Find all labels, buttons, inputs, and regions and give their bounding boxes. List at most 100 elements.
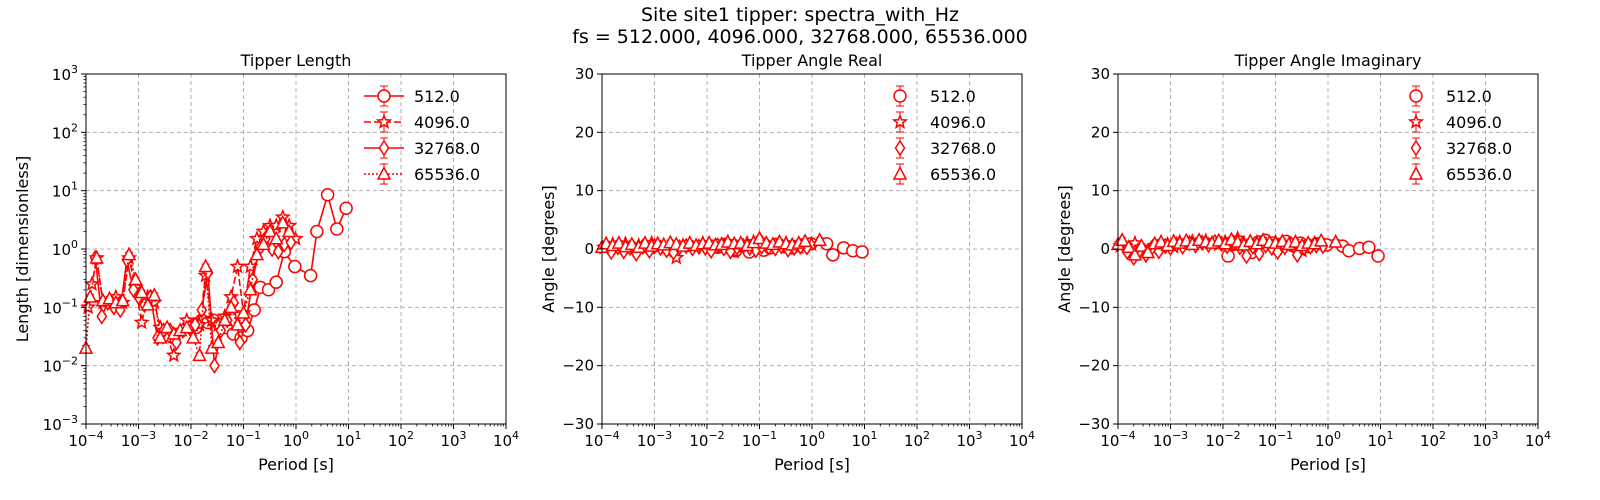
data-point [153, 329, 168, 344]
data-point [1241, 247, 1252, 265]
chart-panel-1: 10−4 10−3 10−2 10−1 100 101 102 103 10410−310−21… [13, 51, 519, 474]
legend-marker [1408, 165, 1424, 180]
data-point [797, 233, 813, 248]
data-point [234, 334, 246, 351]
legend-item-512.0: 512.0 [364, 85, 460, 107]
legend-item-32768.0: 32768.0 [1410, 137, 1512, 159]
x-tick-label: 100 [1315, 429, 1341, 450]
series-65536.0 [78, 214, 297, 362]
data-point [115, 292, 130, 307]
legend-item-65536.0: 65536.0 [364, 163, 480, 185]
chart-title: Tipper Angle Real [741, 51, 883, 70]
data-point [128, 271, 143, 286]
legend-label: 32768.0 [930, 139, 996, 158]
y-tick-label: −10 [1078, 298, 1110, 316]
series-65536.0 [594, 230, 827, 253]
x-tick-label: 10−3 [637, 429, 672, 450]
x-tick-label: 10−3 [1153, 429, 1188, 450]
data-point [80, 298, 97, 315]
x-tick-label: 102 [904, 429, 930, 450]
data-point [189, 316, 201, 334]
series-line [85, 221, 290, 356]
legend: 512.0 4096.0 32768.0 65536.0 [364, 85, 480, 185]
data-point [242, 257, 259, 274]
data-point [611, 235, 627, 249]
y-tick-label: 10−3 [43, 413, 78, 434]
data-point [1328, 233, 1343, 248]
data-point [192, 347, 207, 362]
legend-marker [891, 113, 909, 129]
data-point [159, 319, 175, 334]
data-point [102, 290, 117, 305]
data-point [217, 312, 233, 327]
legend-label: 32768.0 [414, 139, 480, 158]
legend-label: 65536.0 [930, 165, 996, 184]
data-point [179, 319, 194, 334]
legend-marker [893, 89, 907, 103]
plot-area [594, 230, 869, 265]
data-point [1342, 244, 1356, 258]
y-tick-label: 10−1 [43, 296, 78, 317]
legend-marker [378, 139, 390, 157]
x-axis-label: Period [s] [774, 455, 850, 474]
data-point [303, 268, 318, 283]
x-tick-label: 103 [1472, 429, 1498, 450]
data-point [121, 246, 137, 261]
x-tick-label: 10−4 [1100, 429, 1135, 450]
y-tick-label: 10 [575, 182, 594, 200]
data-point [268, 230, 284, 245]
legend-item-32768.0: 32768.0 [894, 137, 996, 159]
data-point [185, 329, 201, 344]
legend-item-65536.0: 65536.0 [892, 163, 996, 185]
y-tick-label: 10−2 [43, 355, 78, 376]
data-point [1114, 232, 1130, 246]
data-point [133, 313, 150, 330]
y-tick-label: 101 [52, 180, 78, 201]
plot-area [78, 188, 353, 375]
legend-label: 65536.0 [1446, 165, 1512, 184]
y-tick-label: 103 [52, 63, 78, 84]
y-axis-label: Angle [degrees] [539, 185, 558, 313]
x-tick-label: 10−2 [173, 429, 208, 450]
x-tick-label: 103 [956, 429, 982, 450]
chart-panel-3: 10−4 10−3 10−2 10−1 100 101 102 103 104−30−20−10… [1055, 51, 1551, 474]
x-tick-label: 10−4 [584, 429, 619, 450]
y-tick-label: −30 [1078, 415, 1110, 433]
data-point [230, 316, 245, 331]
x-axis-label: Period [s] [1290, 455, 1366, 474]
x-tick-label: 100 [283, 429, 309, 450]
legend-item-512.0: 512.0 [893, 85, 976, 107]
data-point [229, 257, 246, 274]
data-point [209, 357, 220, 375]
chart-panel-2: 10−4 10−3 10−2 10−1 100 101 102 103 104−30−20−10… [539, 51, 1035, 474]
data-point [147, 287, 162, 302]
legend-item-4096.0: 4096.0 [891, 111, 986, 133]
data-point [812, 232, 827, 246]
data-point [1371, 249, 1385, 263]
data-point [165, 346, 182, 363]
y-tick-label: 30 [575, 65, 594, 83]
x-tick-label: 10−4 [68, 429, 103, 450]
x-tick-label: 102 [1420, 429, 1446, 450]
legend-label: 512.0 [1446, 87, 1492, 106]
y-tick-label: 30 [1091, 65, 1110, 83]
data-point [310, 224, 324, 239]
legend-item-4096.0: 4096.0 [364, 111, 470, 133]
legend-marker [1407, 113, 1425, 129]
legend-item-512.0: 512.0 [1409, 85, 1492, 107]
plot-area [1110, 229, 1385, 267]
y-tick-label: 0 [1100, 240, 1110, 258]
data-point [247, 303, 261, 317]
y-tick-label: 10 [1091, 182, 1110, 200]
legend-marker [892, 165, 908, 180]
y-tick-label: −30 [562, 415, 594, 433]
x-tick-label: 10−1 [226, 429, 261, 450]
legend-marker [1409, 89, 1423, 103]
legend-item-4096.0: 4096.0 [1407, 111, 1502, 133]
x-tick-label: 10−1 [1258, 429, 1293, 450]
data-point [249, 246, 265, 261]
x-tick-label: 10−2 [1205, 429, 1240, 450]
legend: 512.0 4096.0 32768.0 65536.0 [891, 85, 996, 185]
data-point [1253, 245, 1265, 263]
